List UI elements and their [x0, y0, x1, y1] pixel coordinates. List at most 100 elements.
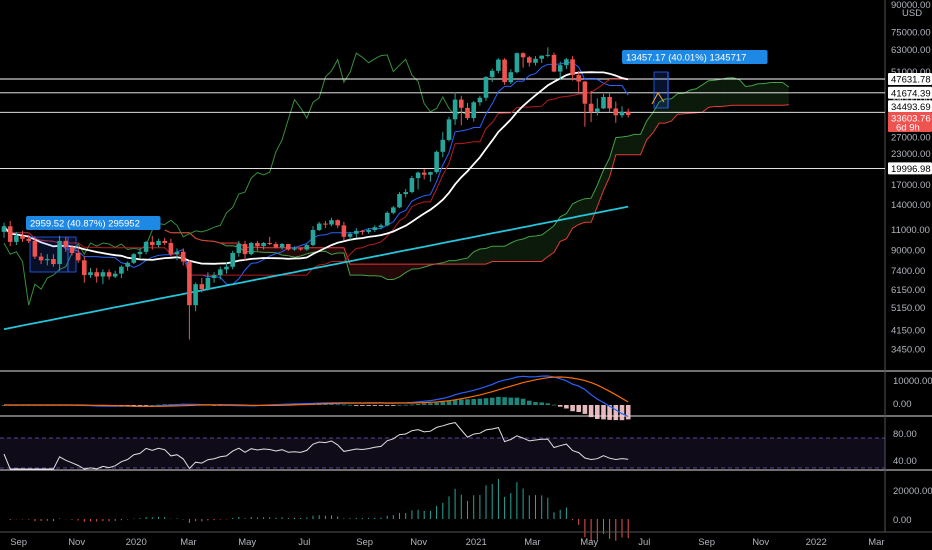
candle[interactable] — [595, 98, 600, 116]
rsi-indicator[interactable] — [0, 422, 885, 470]
candle[interactable] — [168, 238, 174, 257]
candle[interactable] — [273, 241, 279, 249]
candle[interactable] — [1, 222, 7, 238]
candle[interactable] — [267, 236, 272, 246]
candle[interactable] — [187, 260, 192, 340]
candle[interactable] — [279, 243, 285, 250]
candle[interactable] — [601, 94, 606, 109]
candlestick-series[interactable] — [1, 47, 631, 340]
candle[interactable] — [576, 71, 581, 92]
candle[interactable] — [347, 231, 353, 240]
candle[interactable] — [286, 244, 291, 251]
candle[interactable] — [619, 106, 625, 118]
candle[interactable] — [557, 61, 563, 81]
candle[interactable] — [224, 262, 229, 274]
candle[interactable] — [551, 52, 557, 73]
candle[interactable] — [162, 237, 167, 246]
candle[interactable] — [26, 234, 31, 243]
candle[interactable] — [545, 47, 551, 58]
candle[interactable] — [304, 244, 310, 251]
candle[interactable] — [63, 236, 69, 252]
candle[interactable] — [143, 240, 149, 255]
time-axis[interactable]: Sep Nov 2020 Mar May Jul Sep Nov 2021 Mar May Jul Se… — [0, 531, 932, 548]
candle[interactable] — [14, 231, 19, 246]
candle[interactable] — [582, 81, 588, 127]
candle[interactable] — [489, 68, 495, 82]
candle[interactable] — [32, 236, 38, 259]
candle[interactable] — [539, 55, 544, 64]
candle[interactable] — [218, 266, 223, 280]
candle[interactable] — [625, 108, 631, 118]
candle[interactable] — [156, 238, 161, 248]
candle[interactable] — [174, 248, 180, 261]
macd-indicator[interactable] — [1, 375, 631, 421]
candle[interactable] — [434, 150, 439, 174]
candle[interactable] — [366, 228, 371, 234]
candle[interactable] — [384, 211, 390, 227]
candle[interactable] — [292, 246, 297, 251]
candle[interactable] — [471, 101, 476, 122]
candle[interactable] — [502, 58, 507, 85]
candle[interactable] — [520, 52, 526, 68]
candle[interactable] — [298, 247, 303, 251]
candle[interactable] — [112, 270, 118, 278]
candle[interactable] — [465, 102, 470, 120]
momentum-histogram[interactable] — [4, 479, 629, 542]
candle[interactable] — [533, 56, 538, 66]
candle[interactable] — [51, 254, 56, 267]
price-range-measure-right[interactable] — [653, 71, 669, 109]
candle[interactable] — [100, 269, 106, 285]
candle[interactable] — [137, 248, 143, 259]
candle[interactable] — [20, 230, 25, 242]
candle[interactable] — [255, 240, 260, 251]
candle[interactable] — [57, 235, 62, 271]
candle[interactable] — [38, 253, 44, 265]
candle[interactable] — [514, 52, 520, 74]
candle[interactable] — [397, 192, 402, 209]
candle[interactable] — [75, 247, 81, 263]
candle[interactable] — [335, 219, 340, 229]
candle[interactable] — [131, 253, 137, 265]
candle[interactable] — [403, 188, 408, 198]
candle[interactable] — [378, 223, 384, 230]
candle[interactable] — [483, 76, 489, 101]
candle[interactable] — [446, 116, 452, 142]
candle[interactable] — [421, 168, 427, 180]
candle[interactable] — [564, 58, 569, 69]
candle[interactable] — [588, 91, 594, 122]
candle[interactable] — [508, 69, 514, 84]
candle[interactable] — [496, 58, 501, 74]
candle[interactable] — [106, 269, 112, 280]
candle[interactable] — [45, 254, 50, 266]
candle[interactable] — [316, 221, 322, 231]
candle[interactable] — [82, 256, 87, 283]
candle[interactable] — [323, 221, 328, 229]
candle[interactable] — [180, 248, 186, 266]
candle[interactable] — [527, 55, 532, 67]
candle[interactable] — [125, 261, 130, 271]
candle[interactable] — [199, 278, 205, 293]
candle[interactable] — [477, 95, 483, 106]
candle[interactable] — [310, 226, 316, 247]
candle[interactable] — [7, 221, 13, 247]
candle[interactable] — [360, 230, 365, 235]
candle[interactable] — [205, 272, 211, 291]
candle[interactable] — [88, 268, 93, 278]
candle[interactable] — [459, 95, 464, 126]
candle[interactable] — [193, 282, 198, 312]
candle[interactable] — [211, 272, 217, 283]
candle[interactable] — [230, 250, 235, 270]
candle[interactable] — [440, 131, 446, 158]
candle[interactable] — [248, 241, 254, 256]
candle[interactable] — [570, 56, 575, 81]
candle[interactable] — [69, 245, 75, 256]
candle[interactable] — [119, 265, 124, 278]
candle[interactable] — [409, 175, 415, 194]
candle[interactable] — [607, 93, 612, 112]
candle[interactable] — [415, 171, 421, 190]
candle[interactable] — [372, 225, 378, 232]
candle[interactable] — [94, 268, 99, 283]
candle[interactable] — [391, 205, 396, 215]
candle[interactable] — [613, 101, 619, 123]
